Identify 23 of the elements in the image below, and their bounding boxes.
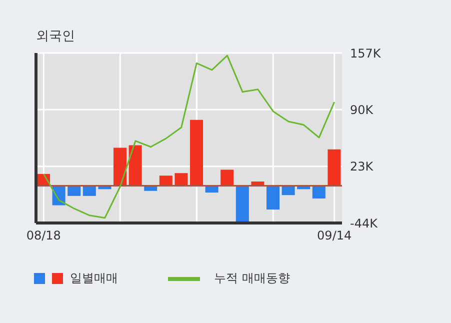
y-tick-label: 90K xyxy=(350,102,374,117)
chart-title: 외국인 xyxy=(36,28,75,45)
bar xyxy=(190,120,203,186)
bar xyxy=(82,186,96,196)
y-tick-label: 23K xyxy=(350,160,374,174)
bar xyxy=(236,186,249,222)
bar xyxy=(312,186,326,198)
x-tick-label: 08/18 xyxy=(26,228,61,243)
bar xyxy=(159,176,172,186)
bar xyxy=(328,149,341,186)
y-tick-label: -44K xyxy=(350,216,379,230)
line-series xyxy=(42,54,336,219)
bar xyxy=(266,186,280,210)
bar xyxy=(220,170,234,186)
legend-label: 누적 매매동향 xyxy=(214,270,290,287)
bar xyxy=(68,186,81,196)
bar xyxy=(114,148,126,186)
x-tick-label: 09/14 xyxy=(317,228,352,243)
bar xyxy=(128,145,142,186)
legend-label: 일별매매 xyxy=(70,270,118,287)
y-tick-label: 157K xyxy=(350,46,382,60)
bar xyxy=(174,173,188,186)
bar xyxy=(282,186,295,196)
